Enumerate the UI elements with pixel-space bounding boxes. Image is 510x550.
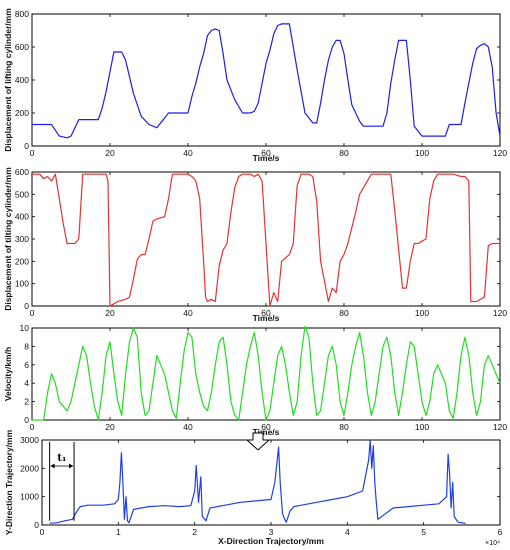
x-tick-label: 120 (493, 148, 507, 158)
x-tick-label: 0 (30, 148, 35, 158)
plot-frame (31, 13, 501, 147)
x-tick-label: 0 (30, 422, 35, 432)
x-tick-label: 80 (339, 422, 349, 432)
x-tick-label: 40 (183, 308, 193, 318)
x-tick-label: 100 (415, 148, 429, 158)
x-tick-label: 20 (105, 308, 115, 318)
t1-arrow-left (50, 463, 55, 469)
y-tick-label: 3000 (20, 435, 39, 445)
x-tick-label: 4 (345, 527, 350, 537)
x-multiplier-label: ×10⁴ (485, 540, 500, 547)
chart-panel-4: 0 1 2 3 4 5 6 0 1000 2000 3000 X-Direction Trajecto… (4, 429, 503, 547)
x-tick-label: 1 (116, 527, 121, 537)
t1-annotation: t₁ (49, 442, 75, 521)
y-tick-label: 0 (24, 415, 29, 425)
x-tick-label: 120 (493, 308, 507, 318)
y-tick-label: 0 (24, 141, 29, 151)
y-tick-label: 2000 (20, 463, 39, 473)
x-tick-label: 20 (105, 148, 115, 158)
x-axis-title: Time/s (253, 427, 280, 437)
x-tick-label: 0 (40, 527, 45, 537)
chart-panel-3: 0 20 40 60 80 100 120 0 2 4 6 8 10 Time/s Velocity/km/… (3, 323, 507, 437)
x-tick-label: 2 (192, 527, 197, 537)
x-tick-label: 6 (498, 527, 503, 537)
x-axis-title: Time/s (253, 313, 280, 323)
y-tick-label: 600 (15, 42, 29, 52)
x-tick-label: 20 (105, 422, 115, 432)
y-axis-title: Velocity/km/h (3, 347, 13, 401)
y-tick-label: 300 (15, 234, 29, 244)
series-line (32, 23, 501, 139)
t1-arrow-right (69, 463, 74, 469)
x-tick-label: 40 (183, 422, 193, 432)
chart-panel-2: 0 20 40 60 80 100 120 0 100 200 300 400 500 600 Time/s… (3, 167, 507, 323)
y-tick-label: 10 (20, 323, 30, 333)
y-axis-title: Displacement of tilting cylinder/mm (3, 167, 13, 311)
series-line (32, 173, 500, 307)
y-tick-label: 0 (24, 301, 29, 311)
y-tick-label: 1000 (20, 492, 39, 502)
y-tick-label: 400 (15, 212, 29, 222)
y-axis-title: Displacement of lifting cylinder/mm (3, 8, 13, 152)
x-tick-label: 120 (493, 422, 507, 432)
x-tick-label: 0 (30, 308, 35, 318)
x-tick-label: 100 (415, 308, 429, 318)
x-axis-title: Time/s (253, 153, 280, 163)
y-tick-label: 200 (15, 108, 29, 118)
chart-panel-1: 0 20 40 60 80 100 120 0 200 400 600 800 Time/s Displa… (3, 8, 507, 163)
plot-frame (31, 327, 501, 421)
x-tick-label: 60 (261, 308, 271, 318)
plot-frame (41, 439, 501, 526)
x-tick-label: 40 (183, 148, 193, 158)
x-tick-label: 100 (415, 422, 429, 432)
y-tick-label: 800 (15, 9, 29, 19)
y-tick-label: 4 (24, 378, 29, 388)
t1-label: t₁ (57, 453, 66, 464)
x-tick-label: 60 (261, 422, 271, 432)
x-tick-label: 60 (261, 148, 271, 158)
x-tick-label: 80 (339, 148, 349, 158)
y-tick-label: 200 (15, 256, 29, 266)
y-tick-label: 100 (15, 279, 29, 289)
down-arrow-icon (245, 432, 271, 451)
series-line (32, 325, 501, 421)
y-tick-label: 6 (24, 360, 29, 370)
y-tick-label: 8 (24, 341, 29, 351)
x-axis-title: X-Direction Trajectory/mm (218, 536, 324, 546)
y-tick-label: 400 (15, 75, 29, 85)
series-line (49, 439, 466, 525)
x-tick-label: 3 (269, 527, 274, 537)
y-tick-label: 600 (15, 167, 29, 177)
y-tick-label: 2 (24, 397, 29, 407)
y-tick-label: 500 (15, 189, 29, 199)
y-axis-title: Y-Direction Trajectory/mm (4, 429, 14, 535)
x-tick-label: 80 (339, 308, 349, 318)
x-tick-label: 5 (421, 527, 426, 537)
y-tick-label: 0 (34, 520, 39, 530)
